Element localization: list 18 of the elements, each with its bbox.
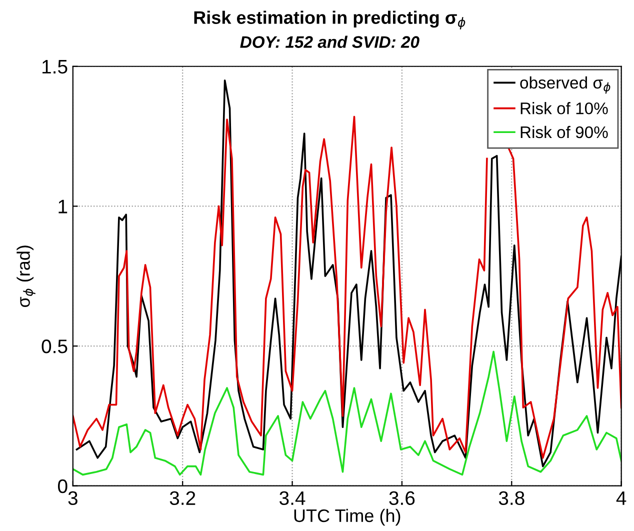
chart-subtitle: DOY: 152 and SVID: 20 [240,36,420,48]
y-tick-label: 1 [58,200,68,214]
y-axis-title: σ$_{ϕ}$ (rad) [16,246,36,308]
legend-label: Risk of 10% [520,102,608,114]
x-tick-label: 3 [68,491,78,506]
line-series [72,350,622,476]
x-tick-label: 3.6 [389,491,415,506]
legend-label: observed σ$_{ϕ}$ [520,76,610,94]
chart-title: Risk estimation in predicting σ$_{ϕ}$ [194,10,466,30]
y-tick-label: 0.5 [42,340,68,354]
y-tick-label: 1.5 [42,60,68,74]
x-tick-label: 3.2 [170,491,196,506]
x-tick-label: 4 [616,491,626,505]
x-tick-label: 3.8 [498,491,524,506]
y-tick-label: 0 [58,479,68,494]
legend-label: Risk of 90% [520,126,608,138]
x-tick-label: 3.4 [280,491,306,506]
x-axis-title: UTC Time (h) [294,508,400,526]
